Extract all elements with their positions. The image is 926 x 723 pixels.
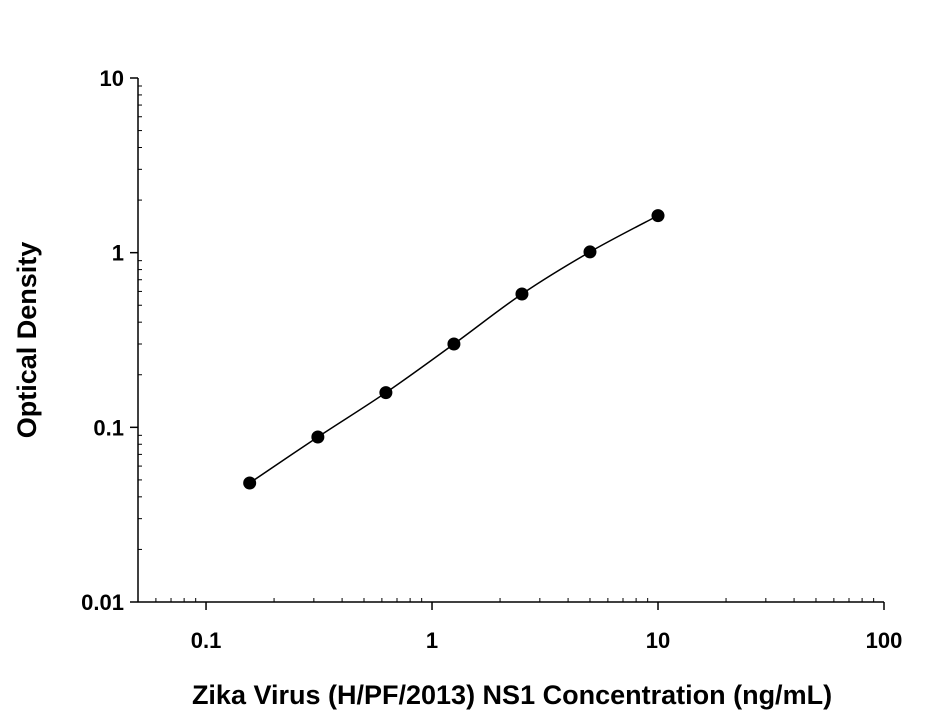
y-tick-label: 10	[100, 66, 124, 91]
y-tick-label: 0.01	[81, 590, 124, 615]
x-tick-label: 100	[866, 628, 903, 653]
y-tick-label: 1	[112, 241, 124, 266]
data-point	[447, 337, 461, 351]
x-tick-label: 10	[646, 628, 670, 653]
axes	[130, 77, 885, 610]
x-tick-label: 1	[426, 628, 438, 653]
x-tick-label: 0.1	[191, 628, 222, 653]
data-point	[379, 386, 393, 400]
data-point	[583, 245, 597, 259]
x-axis-label: Zika Virus (H/PF/2013) NS1 Concentration…	[192, 680, 832, 710]
y-tick-label: 0.1	[93, 415, 124, 440]
data-point	[311, 430, 325, 444]
data-point	[515, 287, 529, 301]
y-axis-label: Optical Density	[12, 242, 42, 439]
data-point	[651, 209, 665, 223]
data-point	[243, 476, 257, 490]
data-points	[243, 209, 665, 490]
tick-labels: 0.01 0.1 1 10 0.1 1 10 100	[81, 66, 902, 653]
